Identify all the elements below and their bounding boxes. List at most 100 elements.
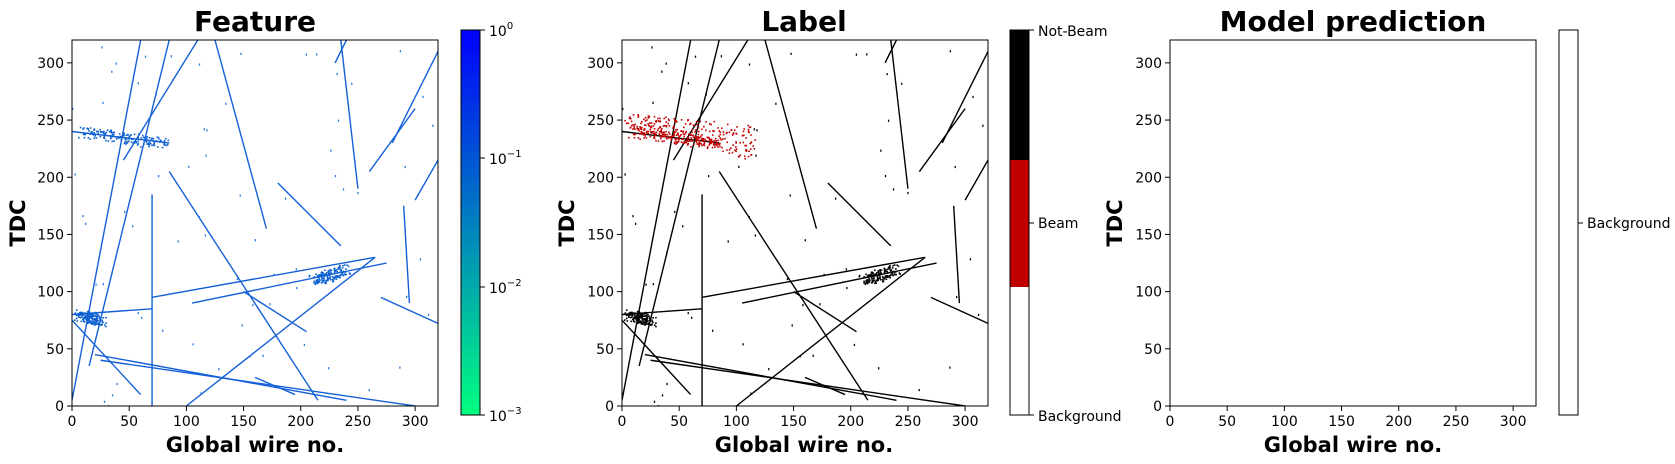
- hit: [642, 133, 645, 136]
- hit: [644, 318, 647, 320]
- beam-hit: [728, 152, 731, 155]
- beam-hit: [708, 144, 711, 146]
- hit: [368, 389, 370, 392]
- beam-hit: [708, 123, 711, 125]
- hit: [886, 270, 889, 273]
- hit: [99, 319, 101, 321]
- hit: [866, 53, 868, 56]
- beam-hit: [677, 132, 679, 135]
- hit: [345, 273, 347, 276]
- hit: [146, 136, 149, 138]
- hit: [632, 312, 635, 314]
- hit: [326, 279, 328, 282]
- beam-hit: [653, 127, 656, 130]
- beam-hit: [729, 147, 732, 149]
- hit: [89, 133, 91, 135]
- beam-hit: [650, 122, 653, 124]
- beam-hit: [712, 129, 714, 132]
- hit: [341, 272, 344, 274]
- hit: [124, 210, 126, 213]
- hit: [344, 271, 347, 273]
- hit: [687, 312, 689, 315]
- beam-hit: [637, 114, 640, 117]
- track: [952, 205, 961, 304]
- hit: [81, 318, 84, 321]
- hit: [691, 316, 693, 319]
- beam-hit: [630, 120, 633, 123]
- hit: [177, 240, 179, 243]
- beam-hit: [722, 150, 724, 153]
- beam-hit: [732, 144, 735, 146]
- hit: [870, 276, 873, 278]
- hit: [203, 128, 205, 131]
- hit: [649, 135, 652, 138]
- hit: [331, 278, 334, 281]
- hit: [864, 282, 867, 285]
- hit: [698, 145, 700, 148]
- hit: [313, 282, 315, 284]
- hit: [84, 314, 86, 317]
- hit: [791, 324, 793, 327]
- beam-hit: [733, 129, 736, 132]
- hit: [339, 264, 341, 267]
- hit: [130, 134, 132, 136]
- hit: [632, 320, 635, 323]
- hit: [86, 313, 89, 316]
- hit: [638, 129, 640, 132]
- hit: [336, 270, 339, 273]
- hit: [661, 70, 663, 73]
- hit: [96, 316, 98, 318]
- hit: [121, 135, 124, 138]
- beam-hit: [735, 146, 737, 148]
- hit: [880, 273, 882, 275]
- hit: [790, 52, 792, 55]
- hit: [683, 133, 686, 136]
- hit: [652, 321, 654, 324]
- hit: [640, 322, 643, 325]
- x-tick-label: 100: [723, 414, 750, 430]
- hit: [103, 132, 106, 135]
- hit: [865, 279, 868, 282]
- hit: [119, 135, 122, 138]
- hit: [622, 107, 624, 111]
- beam-hit: [687, 119, 689, 122]
- hit: [664, 136, 667, 138]
- hit: [882, 280, 885, 282]
- hit: [133, 140, 136, 143]
- hit: [703, 144, 706, 147]
- hit: [136, 144, 139, 146]
- hit: [868, 280, 870, 283]
- hit: [125, 140, 128, 143]
- hit: [870, 273, 872, 276]
- beam-hit: [646, 119, 648, 121]
- beam-hit: [645, 124, 647, 127]
- hit: [865, 281, 868, 284]
- beam-hit: [652, 125, 655, 127]
- hit: [159, 139, 162, 142]
- hit: [325, 282, 327, 285]
- hit: [661, 394, 664, 397]
- hit: [755, 154, 757, 157]
- hit: [889, 276, 891, 279]
- colorbar-tick-label: Not-Beam: [1038, 24, 1108, 40]
- beam-hit: [695, 120, 698, 123]
- beam-hit: [728, 131, 731, 134]
- hit: [653, 400, 656, 403]
- hit: [135, 141, 138, 144]
- beam-hit: [640, 122, 642, 125]
- beam-hit: [743, 128, 745, 130]
- hit: [148, 140, 151, 142]
- hit: [872, 273, 875, 276]
- hit: [339, 274, 342, 276]
- hit: [638, 321, 640, 324]
- hit: [880, 278, 882, 281]
- beam-hit: [641, 126, 643, 129]
- beam-hit: [697, 137, 700, 140]
- hit: [880, 271, 882, 274]
- beam-hit: [714, 143, 717, 145]
- hit: [652, 101, 654, 104]
- track: [391, 51, 438, 144]
- hit: [419, 258, 422, 261]
- hit: [92, 133, 95, 136]
- hit: [89, 316, 91, 319]
